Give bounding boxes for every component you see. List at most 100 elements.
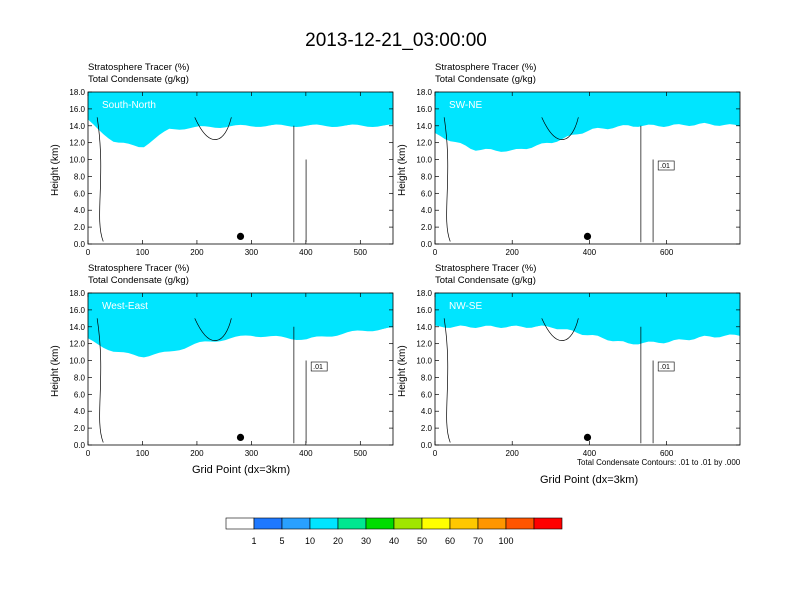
y-tick-label: 10.0 (416, 357, 432, 366)
y-tick-label: 10.0 (416, 156, 432, 165)
panel-1-title-line-2: Total Condensate (g/kg) (88, 74, 189, 85)
y-tick-label: 0.0 (74, 441, 86, 450)
y-tick-label: 16.0 (69, 306, 85, 315)
x-tick-label: 200 (506, 449, 520, 458)
contour-label: .01 (660, 163, 670, 170)
y-tick-label: 8.0 (421, 172, 433, 181)
colorbar-swatch (365, 517, 395, 530)
panel-3-title-line-1: Stratosphere Tracer (%) (88, 263, 190, 274)
x-tick-label: 200 (506, 248, 520, 257)
y-tick-label: 2.0 (74, 424, 86, 433)
colorbar-label: 30 (361, 536, 371, 546)
x-tick-label: 400 (583, 449, 597, 458)
x-tick-label: 300 (245, 449, 259, 458)
y-tick-label: 8.0 (74, 373, 86, 382)
y-tick-label: 10.0 (69, 357, 85, 366)
condensate-contours (443, 318, 654, 444)
contour-label: .01 (313, 364, 323, 371)
y-tick-label: 14.0 (416, 122, 432, 131)
panel-2-title-line-2: Total Condensate (g/kg) (435, 74, 536, 85)
y-tick-label: 18.0 (416, 289, 432, 298)
colorbar-label: 100 (498, 536, 513, 546)
colorbar-swatch (225, 517, 255, 530)
tracer-band-9 (435, 293, 740, 345)
colorbar-label: 20 (333, 536, 343, 546)
x-tick-label: 400 (299, 248, 313, 257)
condensate-contours (443, 117, 654, 243)
y-tick-label: 4.0 (74, 206, 86, 215)
location-marker (236, 232, 245, 240)
condensate-contours (96, 318, 307, 444)
x-tick-label: 0 (86, 449, 91, 458)
contour-line-3 (640, 125, 654, 243)
y-tick-label: 16.0 (69, 105, 85, 114)
y-tick-label: 16.0 (416, 105, 432, 114)
colorbar-swatch (477, 517, 507, 530)
y-tick-label: 4.0 (421, 407, 433, 416)
y-tick-label: 18.0 (69, 88, 85, 97)
panel-label: NW-SE (449, 301, 482, 312)
figure-title: 2013-12-21_03:00:00 (305, 30, 487, 51)
y-tick-label: 6.0 (74, 390, 86, 399)
y-tick-label: 2.0 (74, 223, 86, 232)
panel-1-south-north: 0.0 2.0 4.0 6.0 8.0 10.0 12.0 14.0 16.0 18.0 0 100 2… (69, 88, 394, 257)
plot-frame (87, 91, 394, 245)
x-tick-label: 600 (660, 449, 674, 458)
colorbar-label: 60 (445, 536, 455, 546)
panel-4-nw-se: .01 0.0 2.0 4.0 6.0 8.0 10.0 12.0 14.0 16.0 18.0 0 2… (416, 289, 741, 458)
y-tick-label: 14.0 (416, 323, 432, 332)
x-tick-label: 100 (136, 449, 150, 458)
contour-line-2 (194, 318, 232, 341)
panel-1-title-line-1: Stratosphere Tracer (%) (88, 62, 190, 73)
y-tick-label: 0.0 (421, 240, 433, 249)
y-tick-label: 14.0 (69, 122, 85, 131)
x-tick-label: 200 (190, 248, 204, 257)
contour-label: .01 (660, 364, 670, 371)
contour-line-1 (96, 318, 104, 443)
colorbar-label: 1 (251, 536, 256, 546)
panel-3-west-east: .01 0.0 2.0 4.0 6.0 8.0 10.0 12.0 14.0 16.0 18.0 0 1… (69, 289, 394, 458)
y-tick-label: 12.0 (69, 139, 85, 148)
y-tick-label: 18.0 (416, 88, 432, 97)
y-tick-label: 8.0 (421, 373, 433, 382)
panel-label: SW-NE (449, 100, 482, 111)
colorbar-swatch (505, 517, 535, 530)
contour-label-box (657, 160, 675, 171)
x-tick-label: 500 (354, 449, 368, 458)
contour-label-box (310, 361, 328, 372)
y-tick-label: 14.0 (69, 323, 85, 332)
tracer-band-9 (88, 92, 393, 148)
panel-1-title: Stratosphere Tracer (%) Total Condensate… (88, 62, 189, 86)
contour-footnote: Total Condensate Contours: .01 to .01 by… (577, 458, 741, 467)
colorbar-label: 5 (279, 536, 284, 546)
contour-line-2 (194, 117, 232, 140)
x-tick-label: 0 (86, 248, 91, 257)
location-marker (583, 433, 592, 441)
x-tick-label: 400 (299, 449, 313, 458)
y-tick-label: 2.0 (421, 223, 433, 232)
x-tick-label: 500 (354, 248, 368, 257)
colorbar-swatch (449, 517, 479, 530)
colorbar-swatch (533, 517, 563, 530)
y-tick-label: 12.0 (416, 340, 432, 349)
y-tick-label: 6.0 (421, 390, 433, 399)
colorbar-swatch (393, 517, 423, 530)
y-tick-label: 4.0 (421, 206, 433, 215)
contour-line-2 (541, 318, 579, 341)
colorbar-label: 10 (305, 536, 315, 546)
panel-3-xlabel: Grid Point (dx=3km) (192, 464, 291, 476)
panel-4-title-line-2: Total Condensate (g/kg) (435, 275, 536, 286)
y-tick-label: 2.0 (421, 424, 433, 433)
contour-line-1 (443, 318, 451, 443)
location-marker (236, 433, 245, 441)
y-tick-label: 16.0 (416, 306, 432, 315)
x-tick-label: 600 (660, 248, 674, 257)
tracer-band-9 (88, 293, 393, 358)
location-marker (583, 232, 592, 240)
panel-2-title: Stratosphere Tracer (%) Total Condensate… (435, 62, 536, 86)
y-tick-label: 6.0 (74, 189, 86, 198)
panel-4-title: Stratosphere Tracer (%) Total Condensate… (435, 263, 536, 287)
colorbar: 1 5 10 20 30 40 50 60 70 100 (225, 517, 563, 546)
x-tick-label: 100 (136, 248, 150, 257)
